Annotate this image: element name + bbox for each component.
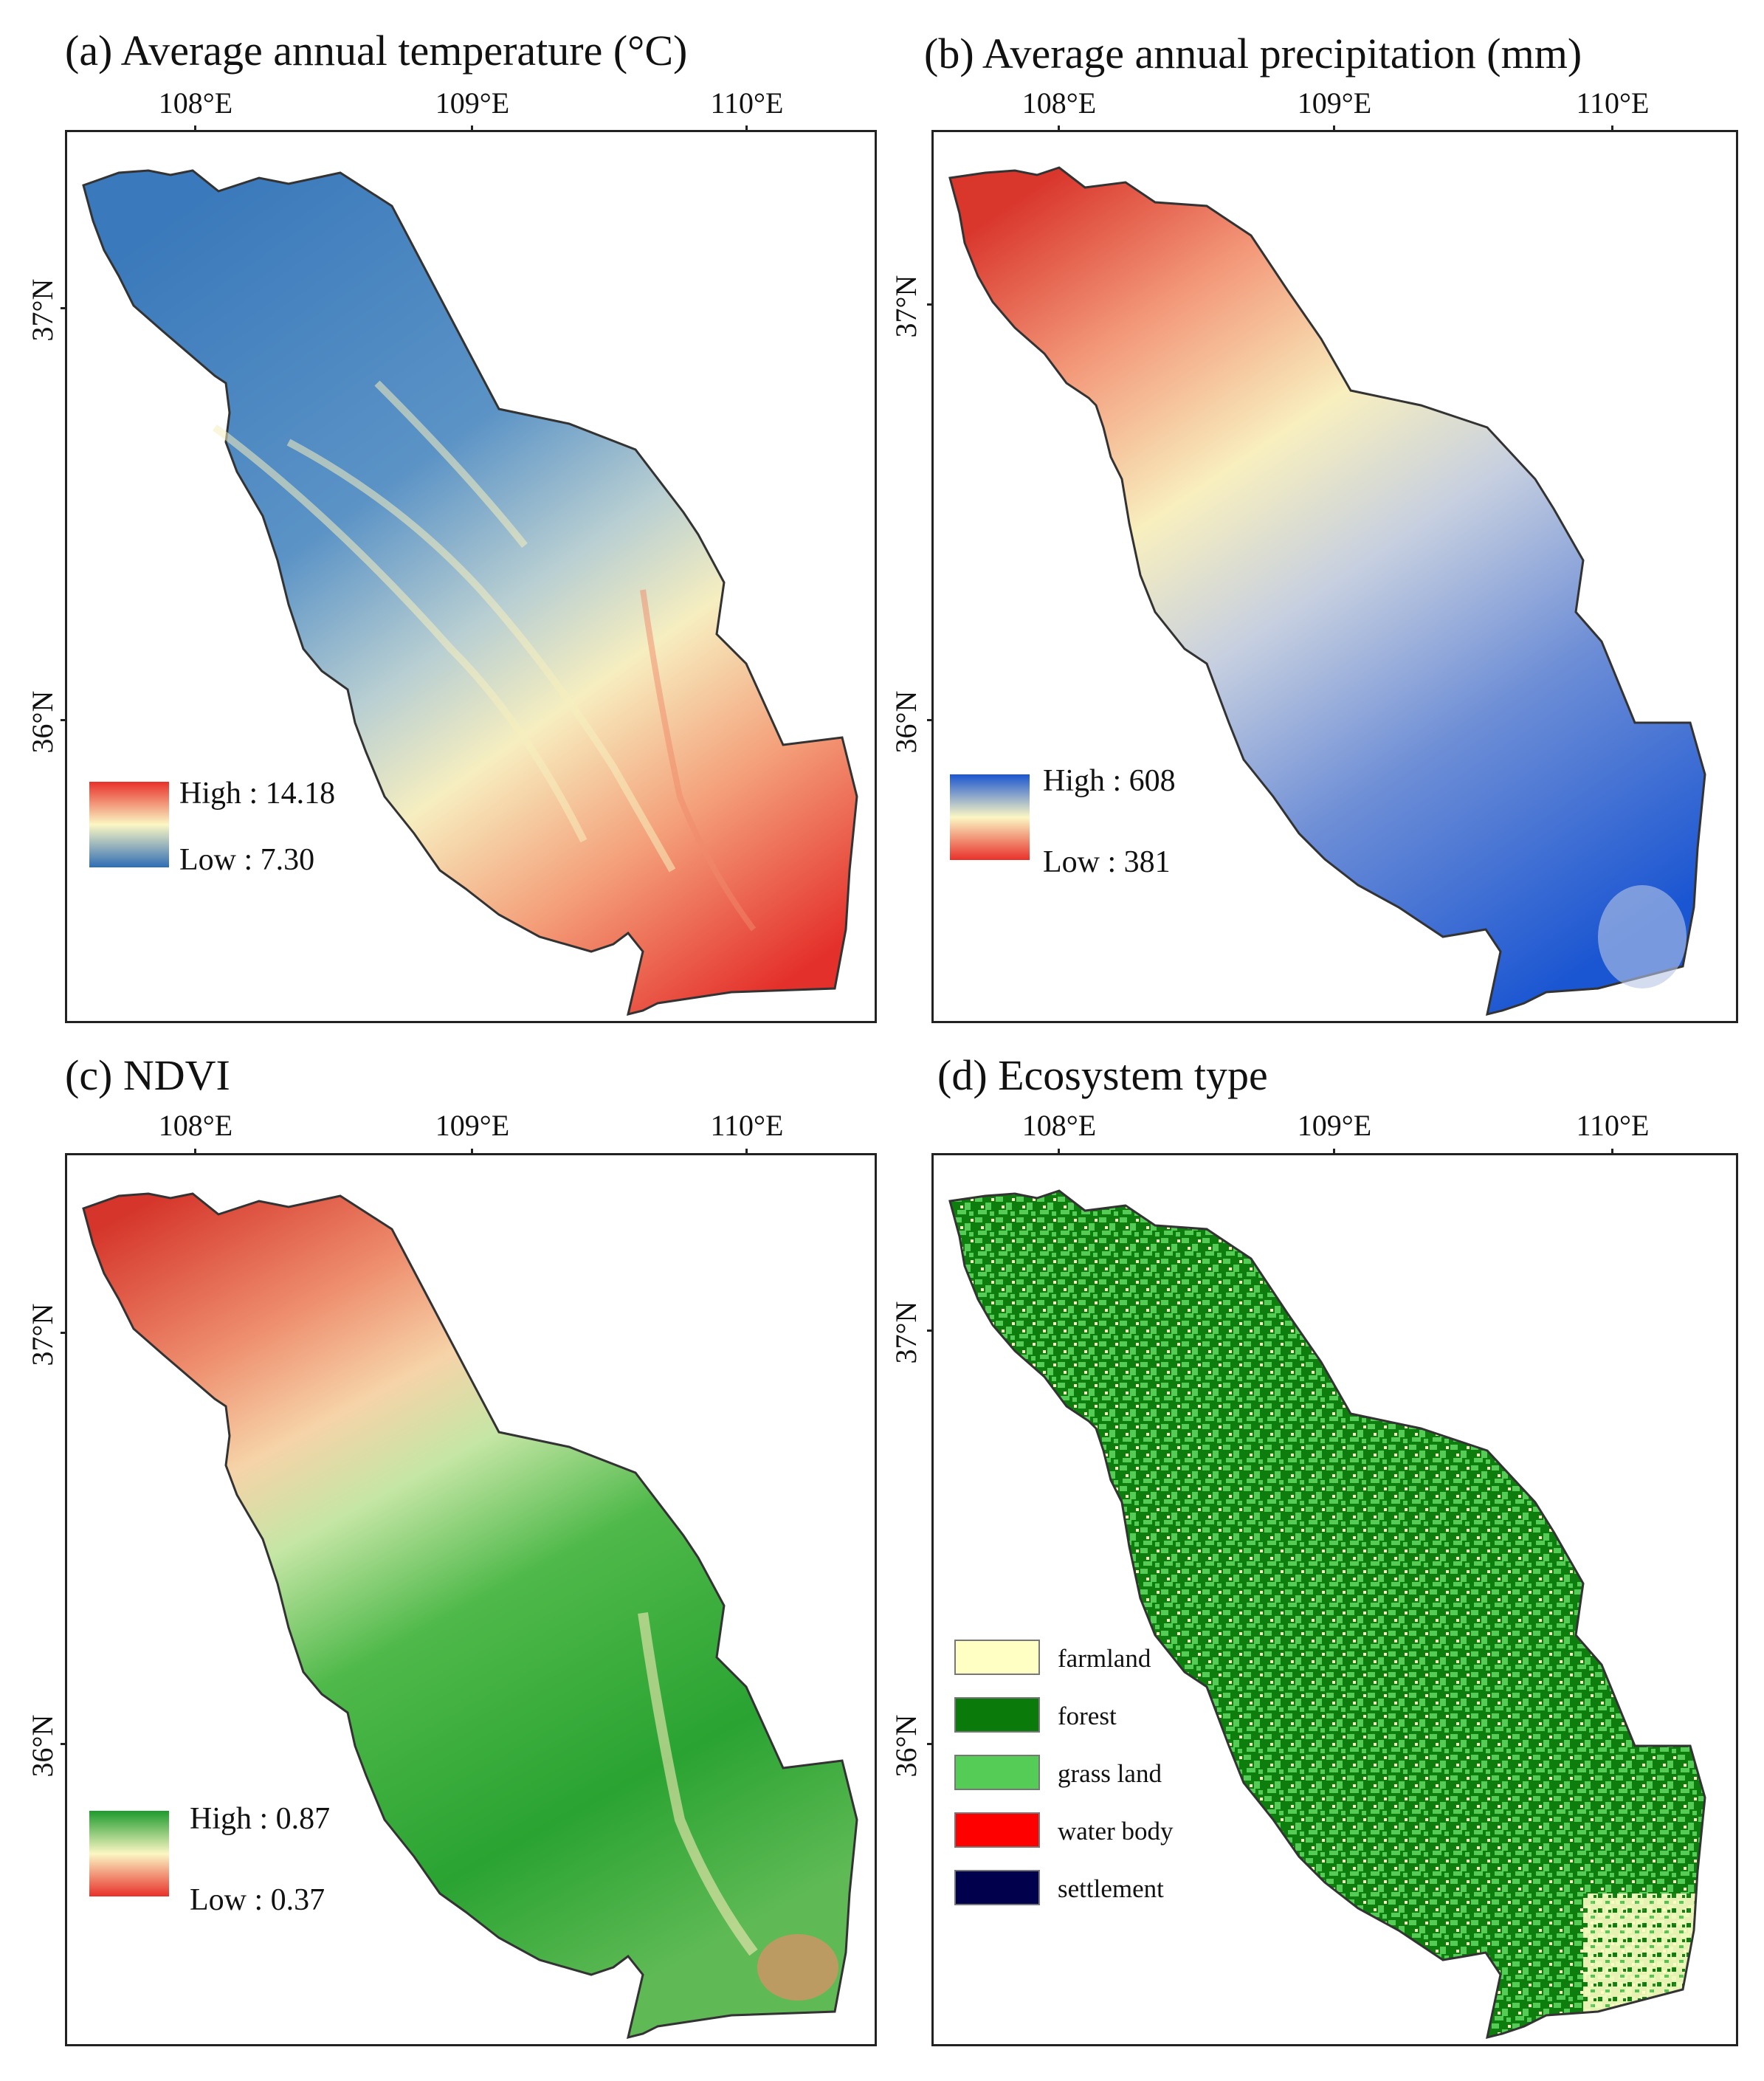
legend-label-farmland: farmland xyxy=(1058,1644,1151,1673)
legend-label-forest: forest xyxy=(1058,1702,1117,1730)
legend-swatch-grass-land xyxy=(954,1755,1040,1790)
lon-label-108: 108°E xyxy=(158,86,233,120)
tick xyxy=(745,1149,748,1155)
lat-label-37: 37°N xyxy=(26,1303,59,1366)
lat-label-36: 36°N xyxy=(26,1714,59,1778)
legend-swatch-settlement xyxy=(954,1870,1040,1905)
tick xyxy=(1058,125,1060,131)
lon-label-110: 110°E xyxy=(1576,1109,1650,1142)
tick xyxy=(194,1149,196,1155)
legend-color-ramp xyxy=(950,774,1030,860)
lat-label-37: 37°N xyxy=(26,278,59,342)
lat-label-36: 36°N xyxy=(889,690,923,754)
lon-label-108: 108°E xyxy=(1021,1109,1097,1142)
tick xyxy=(927,1743,933,1745)
lon-label-108: 108°E xyxy=(158,1109,233,1142)
legend-color-ramp xyxy=(89,1811,169,1896)
legend-high-label: High : 608 xyxy=(1043,764,1176,798)
lon-label-109: 109°E xyxy=(1297,86,1372,120)
tick xyxy=(927,719,933,721)
lat-label-37: 37°N xyxy=(889,275,923,338)
tick xyxy=(1611,1149,1613,1155)
legend-high-label: High : 0.87 xyxy=(190,1802,331,1836)
panel-title: (c) NDVI xyxy=(65,1051,230,1099)
legend-label-grass-land: grass land xyxy=(1058,1759,1162,1788)
tick xyxy=(1611,125,1613,131)
tick xyxy=(61,719,66,721)
map-frame: High : 0.87 Low : 0.37 xyxy=(65,1153,877,2046)
legend-high-label: High : 14.18 xyxy=(179,777,336,811)
tick xyxy=(471,125,473,131)
lon-label-108: 108°E xyxy=(1021,86,1097,120)
tick xyxy=(471,1149,473,1155)
panel-title: (b) Average annual precipitation (mm) xyxy=(924,30,1582,78)
lat-label-37: 37°N xyxy=(889,1301,923,1364)
legend-swatch-forest xyxy=(954,1697,1040,1733)
map-frame: High : 608 Low : 381 xyxy=(931,130,1738,1023)
legend-low-label: Low : 0.37 xyxy=(190,1883,325,1917)
tick xyxy=(745,125,748,131)
legend-label-water-body: water body xyxy=(1058,1817,1174,1846)
temperature-map xyxy=(82,169,858,1017)
lon-label-110: 110°E xyxy=(710,1109,784,1142)
map-frame: High : 14.18 Low : 7.30 xyxy=(65,130,877,1023)
lat-label-36: 36°N xyxy=(889,1714,923,1778)
legend-color-ramp xyxy=(89,782,169,867)
tick xyxy=(61,1743,66,1745)
tick xyxy=(194,125,196,131)
legend-swatch-water-body xyxy=(954,1812,1040,1848)
tick xyxy=(927,303,933,306)
lon-label-109: 109°E xyxy=(435,86,510,120)
legend-low-label: Low : 7.30 xyxy=(179,843,315,877)
ndvi-map xyxy=(82,1192,858,2040)
tick xyxy=(61,307,66,309)
lon-label-110: 110°E xyxy=(1576,86,1650,120)
tick xyxy=(927,1330,933,1332)
lon-label-109: 109°E xyxy=(435,1109,510,1142)
lon-label-109: 109°E xyxy=(1297,1109,1372,1142)
ecosystem-map xyxy=(948,1189,1706,2040)
tick xyxy=(1333,1149,1335,1155)
tick xyxy=(1058,1149,1060,1155)
tick xyxy=(61,1332,66,1334)
tick xyxy=(1333,125,1335,131)
precipitation-map xyxy=(948,166,1706,1017)
lon-label-110: 110°E xyxy=(710,86,784,120)
panel-title: (d) Ecosystem type xyxy=(937,1051,1268,1099)
map-frame: farmland forest grass land water body se… xyxy=(931,1153,1738,2046)
legend-label-settlement: settlement xyxy=(1058,1874,1164,1903)
lat-label-36: 36°N xyxy=(26,690,59,754)
legend-swatch-farmland xyxy=(954,1640,1040,1675)
legend-low-label: Low : 381 xyxy=(1043,845,1171,879)
panel-title: (a) Average annual temperature (°C) xyxy=(65,27,688,75)
